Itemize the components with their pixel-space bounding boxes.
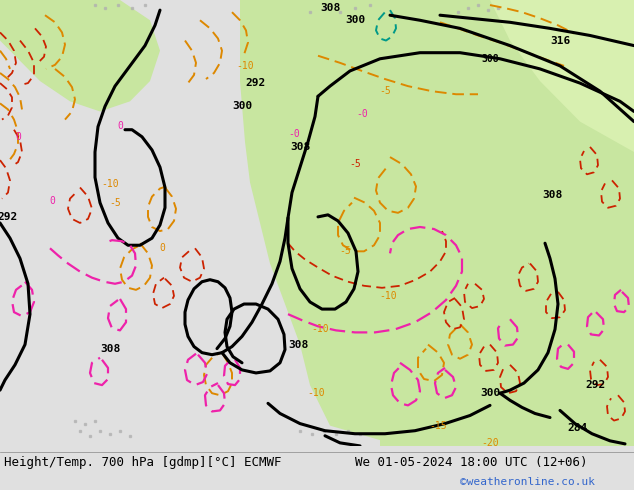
Text: 292: 292: [585, 380, 605, 390]
Text: -0: -0: [288, 129, 300, 139]
Text: 292: 292: [0, 212, 18, 222]
Text: -10: -10: [379, 291, 397, 301]
Text: 300: 300: [232, 101, 252, 111]
Text: -5: -5: [379, 86, 391, 96]
Text: 0: 0: [117, 121, 123, 131]
Text: -20: -20: [481, 438, 499, 448]
Text: 284: 284: [568, 423, 588, 433]
Text: We 01-05-2024 18:00 UTC (12+06): We 01-05-2024 18:00 UTC (12+06): [355, 457, 588, 469]
Text: 300: 300: [480, 388, 500, 398]
Text: -5: -5: [339, 246, 351, 256]
Text: -10: -10: [311, 324, 329, 334]
Text: 308: 308: [288, 340, 308, 349]
Text: 0: 0: [159, 244, 165, 253]
Text: -5: -5: [109, 197, 121, 208]
Text: 316: 316: [550, 36, 570, 46]
Text: 308: 308: [481, 54, 499, 64]
Text: 300: 300: [345, 15, 365, 25]
Text: Height/Temp. 700 hPa [gdmp][°C] ECMWF: Height/Temp. 700 hPa [gdmp][°C] ECMWF: [4, 457, 281, 469]
Text: 292: 292: [245, 78, 265, 88]
Text: -10: -10: [101, 179, 119, 190]
Text: -10: -10: [307, 388, 325, 398]
Polygon shape: [278, 0, 430, 132]
Text: 308: 308: [542, 190, 562, 199]
Text: 308: 308: [320, 3, 340, 13]
Polygon shape: [240, 0, 634, 446]
Text: ©weatheronline.co.uk: ©weatheronline.co.uk: [460, 477, 595, 487]
Text: -15: -15: [429, 420, 447, 431]
Text: 0: 0: [15, 132, 21, 142]
Text: 308: 308: [100, 343, 120, 354]
Text: -0: -0: [356, 108, 368, 119]
Text: 0: 0: [49, 196, 55, 206]
Text: -5: -5: [349, 159, 361, 169]
Text: -10: -10: [236, 61, 254, 71]
Text: 308: 308: [290, 142, 310, 152]
Polygon shape: [380, 385, 634, 446]
Polygon shape: [490, 0, 634, 152]
Polygon shape: [0, 0, 160, 112]
